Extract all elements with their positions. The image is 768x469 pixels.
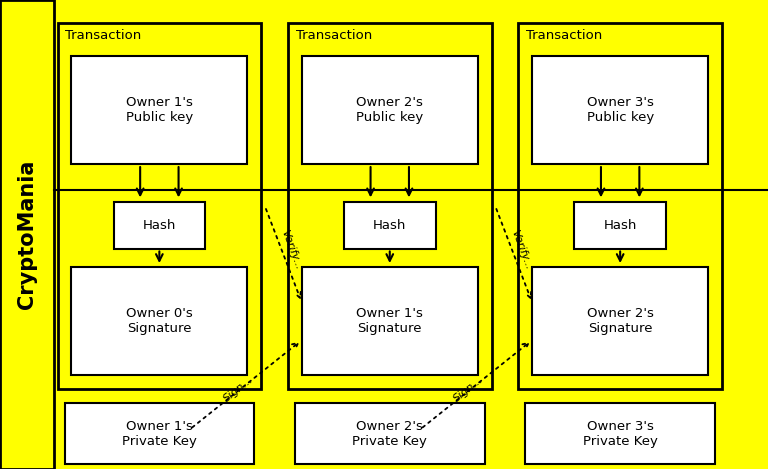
Text: Hash: Hash [373, 219, 406, 232]
Bar [302, 267, 478, 375]
Text: Transaction: Transaction [296, 29, 372, 42]
Text: Sign...: Sign... [452, 374, 485, 404]
Bar [65, 403, 254, 464]
Bar [344, 202, 435, 249]
Text: Owner 2's
Private Key: Owner 2's Private Key [353, 420, 427, 448]
Bar [71, 267, 247, 375]
Bar [302, 56, 478, 164]
Bar [532, 56, 708, 164]
Bar [0, 0, 54, 469]
Text: Owner 1's
Signature: Owner 1's Signature [356, 307, 423, 335]
Bar [295, 403, 485, 464]
Text: Transaction: Transaction [65, 29, 141, 42]
Text: CryptoMania: CryptoMania [17, 160, 37, 309]
Text: Owner 2's
Public key: Owner 2's Public key [356, 96, 423, 124]
Text: Hash: Hash [604, 219, 637, 232]
Bar [71, 56, 247, 164]
Text: Verify...: Verify... [279, 228, 303, 271]
Text: Transaction: Transaction [526, 29, 602, 42]
Text: Hash: Hash [143, 219, 176, 232]
Bar [574, 202, 666, 249]
Text: Owner 1's
Private Key: Owner 1's Private Key [122, 420, 197, 448]
Text: Owner 1's
Public key: Owner 1's Public key [126, 96, 193, 124]
Text: Owner 2's
Signature: Owner 2's Signature [587, 307, 654, 335]
Bar [532, 267, 708, 375]
Text: Owner 0's
Signature: Owner 0's Signature [126, 307, 193, 335]
Bar [525, 403, 715, 464]
Text: Verify...: Verify... [509, 228, 534, 271]
Text: Owner 3's
Private Key: Owner 3's Private Key [583, 420, 657, 448]
Text: Sign...: Sign... [221, 374, 255, 404]
Bar [288, 23, 492, 389]
Text: Owner 3's
Public key: Owner 3's Public key [587, 96, 654, 124]
Bar [518, 23, 722, 389]
Bar [58, 23, 261, 389]
Bar [114, 202, 205, 249]
